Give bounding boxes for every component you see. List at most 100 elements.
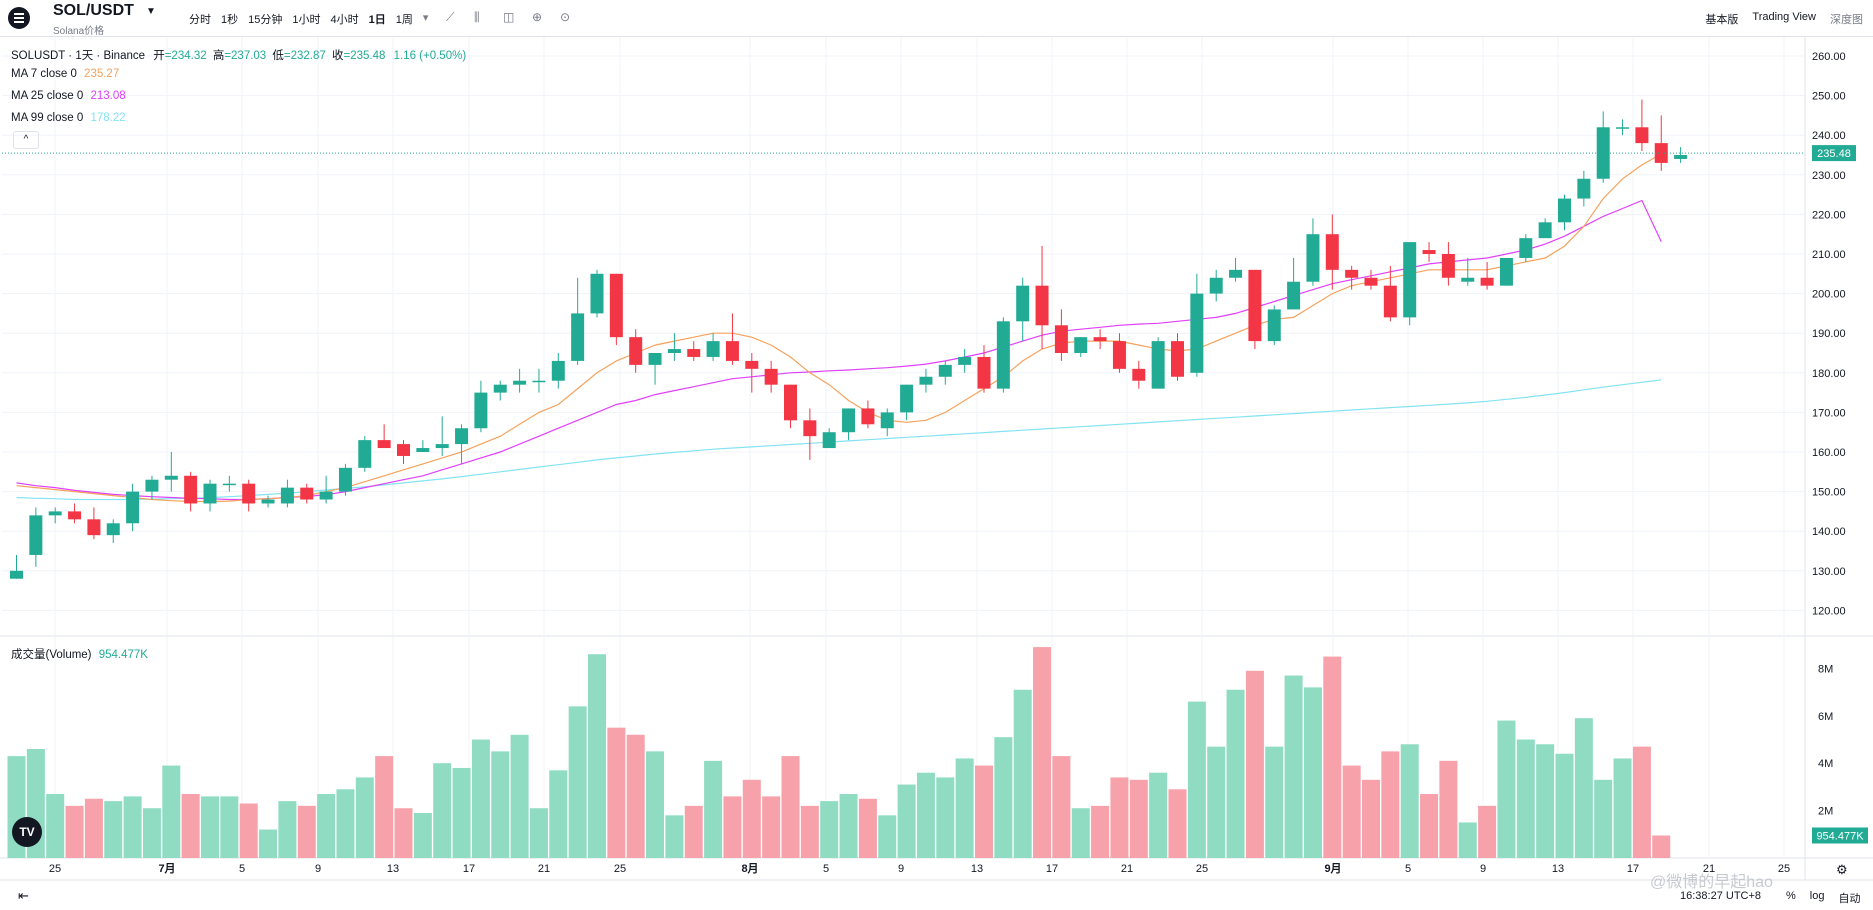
candle-body xyxy=(764,368,778,385)
candle-body xyxy=(48,511,62,516)
candle-body xyxy=(1403,242,1417,318)
camera-icon[interactable]: ◫ xyxy=(503,10,515,24)
view-depth[interactable]: 深度图 xyxy=(1830,14,1863,26)
candle-body xyxy=(1229,269,1243,278)
log-toggle[interactable]: log xyxy=(1809,890,1825,902)
settings-circle-icon[interactable]: ⊙ xyxy=(560,10,571,24)
time-tick-label: 9 xyxy=(315,863,321,875)
interval-4h[interactable]: 4小时 xyxy=(330,14,359,26)
collapse-legend-button[interactable]: ^ xyxy=(13,131,39,149)
candle-body xyxy=(1171,341,1184,377)
tradingview-logo[interactable]: TV xyxy=(12,817,42,847)
volume-bar xyxy=(433,763,452,858)
candle-body xyxy=(996,321,1010,389)
volume-bar xyxy=(878,815,897,858)
volume-bar xyxy=(162,765,181,858)
current-volume-label: 954.477K xyxy=(1816,830,1864,842)
volume-bar xyxy=(1342,765,1361,858)
candle-body xyxy=(106,523,120,536)
axis-settings-icon[interactable]: ⚙ xyxy=(1836,862,1848,877)
time-tick-label: 13 xyxy=(387,863,399,875)
view-tradingview[interactable]: Trading View xyxy=(1752,11,1816,23)
interval-more-icon[interactable]: ▾ xyxy=(422,12,429,24)
price-tick-label: 180.00 xyxy=(1812,368,1846,380)
ma25-legend[interactable]: MA 25 close 0 213.08 xyxy=(11,90,126,102)
indicators-icon[interactable]: ⫼ xyxy=(474,10,480,24)
interval-1w[interactable]: 1周 xyxy=(395,14,413,26)
candle-body xyxy=(397,444,410,456)
legend-open: =234.32 xyxy=(164,50,207,62)
volume-bar xyxy=(1149,772,1168,858)
interval-1h[interactable]: 1小时 xyxy=(292,14,321,26)
volume-bar xyxy=(510,734,529,858)
candle-body xyxy=(784,384,797,421)
symbol-title[interactable]: SOL/USDT xyxy=(53,2,134,19)
candle-body xyxy=(900,384,914,413)
volume-bar xyxy=(1071,808,1090,858)
volume-bar xyxy=(607,727,626,858)
volume-bar xyxy=(471,739,490,858)
volume-bar xyxy=(84,798,103,858)
interval-1d[interactable]: 1日 xyxy=(368,14,386,26)
candle-body xyxy=(706,341,720,357)
volume-bar xyxy=(1420,794,1439,858)
ma99-legend[interactable]: MA 99 close 0 178.22 xyxy=(11,112,126,124)
volume-bar xyxy=(297,805,316,858)
volume-bar xyxy=(1265,746,1284,858)
candle-body xyxy=(1132,368,1146,381)
volume-bar xyxy=(1303,687,1322,858)
volume-bar xyxy=(1381,751,1400,858)
volume-bar xyxy=(1245,670,1264,858)
ma99-line xyxy=(16,379,1662,501)
interval-1s[interactable]: 1秒 xyxy=(221,14,239,26)
candle-body xyxy=(87,519,101,536)
view-basic[interactable]: 基本版 xyxy=(1705,14,1739,26)
candle-body xyxy=(1480,277,1494,286)
time-tick-label: 25 xyxy=(1196,863,1208,875)
volume-bar xyxy=(394,808,413,858)
candle-body xyxy=(919,376,933,385)
clock-time[interactable]: 16:38:27 UTC+8 xyxy=(1680,890,1762,902)
price-tick-label: 160.00 xyxy=(1812,447,1846,459)
time-tick-label: 9 xyxy=(1480,863,1486,875)
legend-high-label: 高 xyxy=(212,50,225,62)
volume-bar xyxy=(800,805,819,858)
time-tick-label: 21 xyxy=(1121,863,1133,875)
time-tick-label: 8月 xyxy=(741,862,758,875)
calendar-goto-icon[interactable]: ⇤ xyxy=(18,888,29,903)
volume-bar xyxy=(1168,789,1187,858)
ma7-legend[interactable]: MA 7 close 0 235.27 xyxy=(11,68,119,80)
volume-bar xyxy=(201,796,219,858)
ma7-label: MA 7 close 0 xyxy=(11,68,77,80)
volume-bar xyxy=(1574,718,1593,858)
volume-bar xyxy=(452,767,471,858)
auto-toggle[interactable]: 自动 xyxy=(1838,893,1861,905)
volume-bar xyxy=(1458,822,1477,858)
time-tick-label: 17 xyxy=(1627,863,1639,875)
candle-body xyxy=(1209,277,1223,294)
current-price-label: 235.48 xyxy=(1817,148,1851,160)
volume-bar xyxy=(181,794,200,858)
volume-bar xyxy=(355,777,374,858)
volume-bar xyxy=(1613,758,1632,858)
volume-bar xyxy=(375,756,394,858)
interval-tick[interactable]: 分时 xyxy=(189,14,211,26)
add-icon[interactable]: ⊕ xyxy=(532,10,543,24)
price-tick-label: 120.00 xyxy=(1812,605,1846,617)
volume-bar xyxy=(142,808,161,858)
time-tick-label: 25 xyxy=(614,863,626,875)
price-tick-label: 220.00 xyxy=(1812,209,1846,221)
interval-15m[interactable]: 15分钟 xyxy=(248,14,283,26)
interval-selector: 分时 1秒 15分钟 1小时 4小时 1日 1周 ▾ xyxy=(189,11,438,27)
volume-value: 954.477K xyxy=(98,649,148,661)
ma99-value: 178.22 xyxy=(90,112,126,124)
volume-bar xyxy=(1091,805,1110,858)
candle-body xyxy=(1325,234,1339,270)
volume-legend[interactable]: 成交量(Volume) 954.477K xyxy=(11,646,148,662)
volume-bar xyxy=(1400,744,1419,858)
chart-style-icon[interactable]: ⟋ xyxy=(446,10,455,24)
percent-toggle[interactable]: % xyxy=(1786,890,1796,902)
candle-body xyxy=(338,467,352,492)
symbol-dropdown-icon[interactable]: ▼ xyxy=(146,6,156,17)
